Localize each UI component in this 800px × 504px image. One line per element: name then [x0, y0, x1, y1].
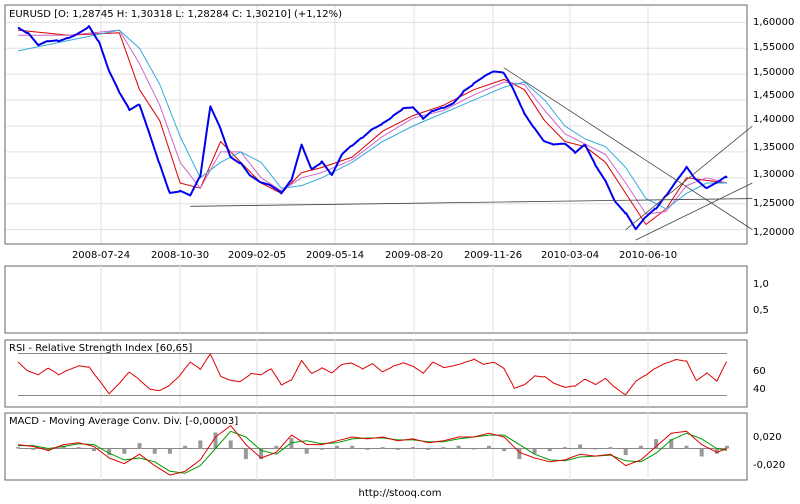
source-url[interactable]: http://stooq.com [359, 488, 442, 499]
macd-histogram-bar [274, 445, 279, 449]
macd-histogram-bar [562, 447, 567, 449]
macd-histogram-bar [395, 448, 400, 450]
volume-y-tick-label: 1,0 [753, 279, 769, 290]
macd-histogram-bar [91, 448, 96, 452]
macd-histogram-bar [31, 448, 36, 450]
macd-histogram-bar [411, 447, 416, 449]
macd-histogram-bar [441, 447, 446, 449]
rsi-chart-title: RSI - Relative Strength Index [60,65] [9, 343, 192, 354]
x-tick-label: 2010-06-10 [619, 250, 677, 261]
macd-histogram-bar [183, 445, 188, 449]
macd-histogram-bar [16, 447, 20, 449]
macd-histogram-bar [684, 445, 689, 449]
price-y-tick-label: 1,20000 [753, 227, 794, 238]
macd-line [17, 425, 728, 476]
macd-histogram-bar [426, 448, 431, 450]
x-tick-label: 2009-05-14 [306, 250, 364, 261]
macd-histogram-bar [578, 444, 583, 449]
x-tick-label: 2009-11-26 [464, 250, 522, 261]
price-y-tick-label: 1,40000 [753, 114, 794, 125]
macd-histogram-bar [76, 447, 81, 449]
macd-histogram-bar [517, 448, 522, 460]
x-tick-label: 2009-08-20 [385, 250, 443, 261]
macd-histogram-bar [725, 445, 729, 449]
trendline [503, 67, 753, 230]
trendline [625, 125, 753, 230]
macd-histogram-bar [335, 445, 340, 449]
macd-histogram-bar [198, 440, 203, 449]
macd-histogram-bar [608, 447, 613, 449]
macd-histogram-bar [122, 448, 127, 454]
macd-histogram-bar [365, 448, 370, 450]
macd-histogram-bar [714, 448, 719, 454]
macd-histogram-bar [638, 445, 643, 449]
macd-histogram-bar [669, 439, 674, 449]
macd-histogram-bar [623, 448, 628, 456]
macd-histogram-bar [699, 448, 704, 457]
rsi-y-tick-label: 40 [753, 384, 766, 395]
macd-histogram-bar [654, 439, 659, 449]
price-y-tick-label: 1,60000 [753, 17, 794, 28]
macd-histogram-bar [486, 445, 491, 449]
price-line [17, 25, 627, 215]
price-y-tick-label: 1,45000 [753, 90, 794, 101]
macd-histogram-bar [243, 448, 248, 460]
macd-histogram-bar [456, 445, 461, 449]
macd-histogram-bar [319, 448, 324, 450]
x-tick-label: 2008-10-30 [151, 250, 209, 261]
macd-histogram-bar [304, 448, 309, 454]
moving-average-fast-line [17, 29, 728, 225]
price-chart-title: EURUSD [O: 1,28745 H: 1,30318 L: 1,28284… [9, 9, 342, 20]
rsi-line [17, 353, 728, 396]
x-tick-label: 2008-07-24 [72, 250, 130, 261]
trendline [190, 198, 753, 207]
macd-histogram-bar [152, 448, 157, 454]
grid-lines [6, 6, 746, 480]
macd-chart-title: MACD - Moving Average Conv. Div. [-0,000… [9, 416, 238, 427]
macd-y-tick-label: 0,020 [753, 432, 782, 443]
volume-y-tick-label: 0,5 [753, 305, 769, 316]
macd-histogram-bar [502, 448, 507, 452]
macd-histogram-bar [380, 447, 385, 449]
macd-histogram-bar [593, 448, 598, 450]
price-y-tick-label: 1,30000 [753, 169, 794, 180]
moving-average-slow-line [17, 29, 727, 210]
price-line [624, 165, 728, 231]
macd-y-tick-label: -0,020 [753, 460, 785, 471]
macd-histogram-bar [228, 440, 233, 449]
volume-panel-frame [4, 265, 748, 334]
macd-histogram-bar [167, 448, 172, 454]
price-y-tick-label: 1,55000 [753, 42, 794, 53]
trendline [635, 182, 753, 241]
price-y-tick-label: 1,25000 [753, 198, 794, 209]
macd-histogram-bar [259, 448, 264, 460]
x-tick-label: 2010-03-04 [541, 250, 599, 261]
price-y-tick-label: 1,35000 [753, 142, 794, 153]
macd-histogram-bar [137, 443, 142, 449]
macd-histogram-bar [547, 448, 552, 452]
rsi-y-tick-label: 60 [753, 366, 766, 377]
macd-histogram-bar [46, 448, 51, 452]
price-y-tick-label: 1,50000 [753, 67, 794, 78]
macd-panel-frame [4, 412, 748, 481]
macd-histogram-bar [213, 432, 218, 449]
macd-histogram-bar [350, 445, 355, 449]
macd-histogram-bar [107, 448, 112, 456]
x-tick-label: 2009-02-05 [228, 250, 286, 261]
moving-average-mid-line [18, 29, 728, 215]
macd-histogram-bar [61, 445, 66, 449]
macd-histogram-bar [471, 448, 476, 450]
chart-marks [16, 25, 753, 476]
macd-histogram-bar [532, 448, 537, 454]
